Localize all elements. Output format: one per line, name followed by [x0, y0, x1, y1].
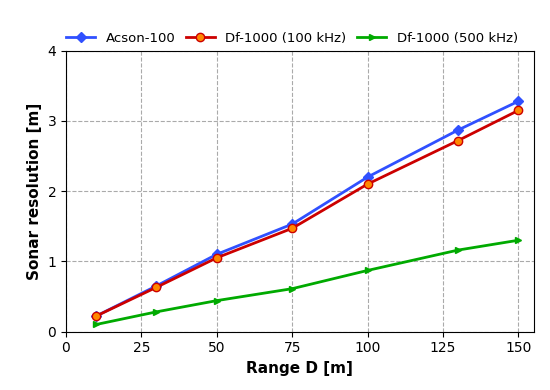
- Acson-100: [93, 314, 100, 318]
- Acson-100: [289, 222, 295, 227]
- Df-1000 (100 kHz): [93, 314, 100, 318]
- Acson-100: [455, 128, 461, 132]
- Line: Acson-100: Acson-100: [93, 98, 522, 319]
- Df-1000 (500 kHz): [153, 310, 160, 314]
- X-axis label: Range D [m]: Range D [m]: [246, 361, 353, 376]
- Df-1000 (500 kHz): [455, 248, 461, 252]
- Df-1000 (100 kHz): [213, 255, 220, 260]
- Y-axis label: Sonar resolution [m]: Sonar resolution [m]: [27, 103, 42, 280]
- Acson-100: [153, 284, 160, 288]
- Acson-100: [213, 252, 220, 257]
- Acson-100: [364, 175, 371, 179]
- Line: Df-1000 (100 kHz): Df-1000 (100 kHz): [92, 106, 522, 320]
- Df-1000 (500 kHz): [364, 268, 371, 273]
- Legend: Acson-100, Df-1000 (100 kHz), Df-1000 (500 kHz): Acson-100, Df-1000 (100 kHz), Df-1000 (5…: [66, 32, 518, 45]
- Df-1000 (100 kHz): [455, 138, 461, 143]
- Df-1000 (500 kHz): [289, 286, 295, 291]
- Df-1000 (100 kHz): [153, 285, 160, 290]
- Df-1000 (500 kHz): [515, 238, 522, 243]
- Df-1000 (100 kHz): [364, 182, 371, 186]
- Df-1000 (500 kHz): [213, 298, 220, 303]
- Df-1000 (100 kHz): [289, 226, 295, 230]
- Df-1000 (100 kHz): [515, 108, 522, 113]
- Df-1000 (500 kHz): [93, 322, 100, 327]
- Line: Df-1000 (500 kHz): Df-1000 (500 kHz): [93, 237, 522, 328]
- Acson-100: [515, 99, 522, 104]
